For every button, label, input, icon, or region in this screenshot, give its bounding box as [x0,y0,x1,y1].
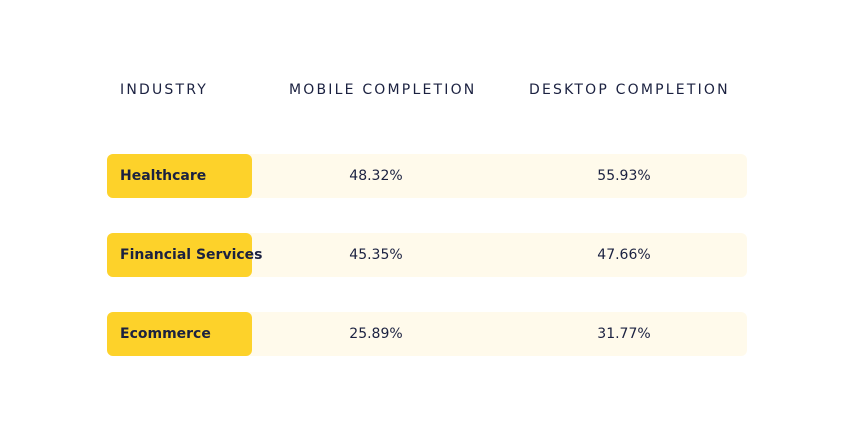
desktop-completion-value: 31.77% [597,326,651,342]
industry-label: Ecommerce [107,312,252,356]
column-header-mobile-completion: MOBILE COMPLETION [289,82,477,98]
column-header-industry: INDUSTRY [120,82,209,98]
table-row-financial-services: Financial Services 45.35% 47.66% [107,233,747,277]
industry-label: Financial Services [107,233,263,277]
column-header-desktop-completion: DESKTOP COMPLETION [529,82,730,98]
mobile-completion-value: 48.32% [349,168,403,184]
table-row-ecommerce: Ecommerce 25.89% 31.77% [107,312,747,356]
industry-label: Healthcare [107,154,252,198]
table-row-healthcare: Healthcare 48.32% 55.93% [107,154,747,198]
mobile-completion-value: 45.35% [349,247,403,263]
desktop-completion-value: 47.66% [597,247,651,263]
desktop-completion-value: 55.93% [597,168,651,184]
mobile-completion-value: 25.89% [349,326,403,342]
